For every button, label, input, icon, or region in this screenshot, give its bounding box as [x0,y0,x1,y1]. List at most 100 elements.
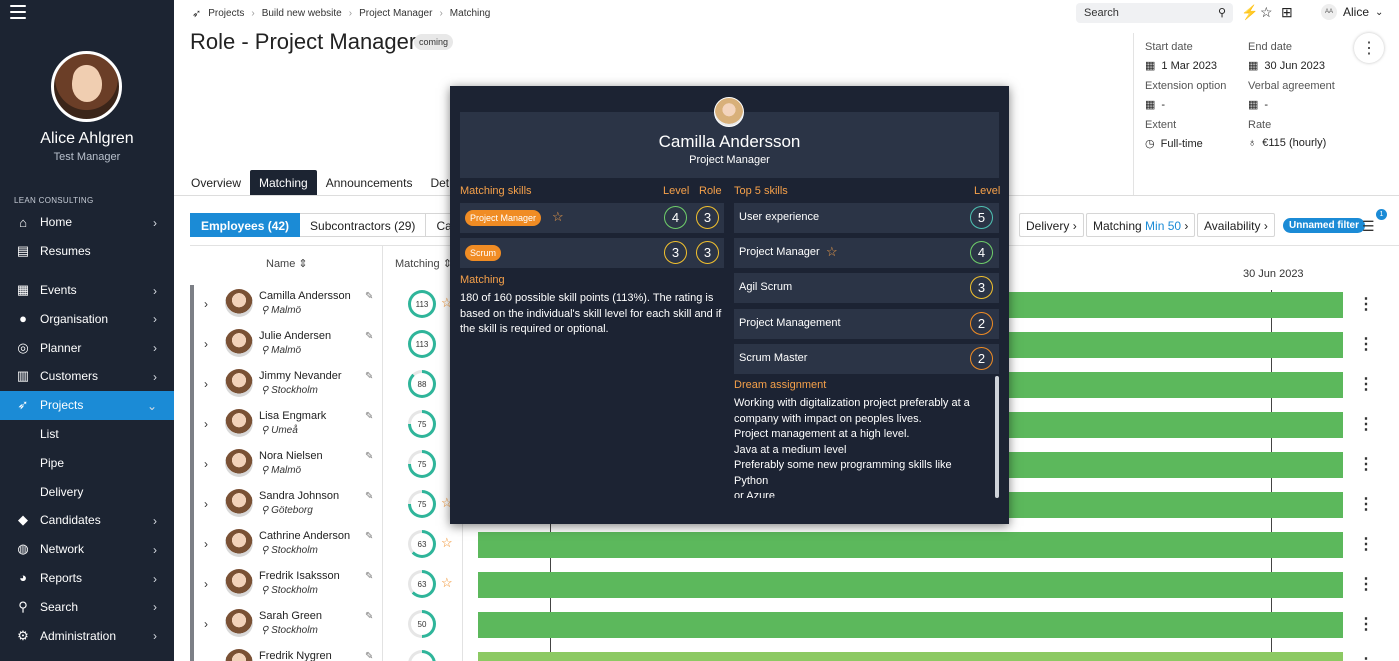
person-name[interactable]: Cathrine Anderson [259,530,351,542]
person-name[interactable]: Nora Nielsen [259,450,323,462]
add-window-icon[interactable]: ⊞ [1281,4,1293,20]
match-score: 88 [411,373,433,395]
tab-announcements[interactable]: Announcements [325,176,413,190]
search-input[interactable]: Search ⚲ [1076,3,1233,23]
table-row[interactable]: › Sarah Green ⚲ Stockholm ✎ 50 ⋮ [194,605,1399,645]
breadcrumb-item[interactable]: Matching [449,8,491,19]
sidebar-subitem-list[interactable]: List [40,426,59,441]
sidebar-item-reports[interactable]: ◕ Reports › [0,564,174,593]
match-score-ring [408,650,436,661]
person-name[interactable]: Jimmy Nevander [259,370,342,382]
sidebar-item-resumes[interactable]: ▤ Resumes [0,237,174,266]
pin-icon[interactable]: ✎ [365,651,374,661]
chevron-right-icon: › [153,216,157,230]
star-icon[interactable]: ☆ [441,495,453,510]
top-skill-level: 2 [970,346,993,370]
breadcrumb-item[interactable]: Build new website [261,8,342,19]
person-name[interactable]: Fredrik Nygren [259,650,332,661]
chevron-right-icon: › [1072,219,1077,233]
status-badge: coming [414,34,454,50]
person-name[interactable]: Sarah Green [259,610,322,622]
sidebar-item-projects[interactable]: ➶ Projects ⌄ [0,390,174,420]
expand-chevron-icon[interactable]: › [204,577,208,591]
person-location: ⚲ Stockholm [261,625,318,636]
star-icon[interactable]: ☆ [441,575,453,590]
tab-matching[interactable]: Matching [250,170,317,195]
subtab-employees[interactable]: Employees (42) [190,213,301,237]
row-more-icon[interactable]: ⋮ [1358,616,1374,633]
filter-delivery[interactable]: Delivery › [1019,213,1084,237]
sidebar-item-events[interactable]: ▦ Events › [0,276,174,305]
sidebar-item-customers[interactable]: ▥ Customers › [0,362,174,391]
expand-chevron-icon[interactable]: › [204,657,208,661]
sidebar-item-network[interactable]: ◍ Network › [0,535,174,564]
pin-icon[interactable]: ✎ [365,291,374,302]
unnamed-filter-badge[interactable]: Unnamed filter [1283,218,1366,233]
sidebar-item-candidates[interactable]: ◆ Candidates › [0,506,174,535]
pin-icon[interactable]: ✎ [365,371,374,382]
more-options-button[interactable]: ⋮ [1354,33,1384,63]
row-more-icon[interactable]: ⋮ [1358,376,1374,393]
sidebar-subitem-pipe[interactable]: Pipe [40,455,65,470]
row-more-icon[interactable]: ⋮ [1358,536,1374,553]
star-icon[interactable]: ☆ [1260,4,1273,20]
sidebar-item-organisation[interactable]: ● Organisation › [0,304,174,333]
pin-icon[interactable]: ✎ [365,531,374,542]
sidebar-item-home[interactable]: ⌂ Home › [0,208,174,237]
expand-chevron-icon[interactable]: › [204,497,208,511]
lightning-icon[interactable]: ⚡ [1241,4,1259,20]
person-name[interactable]: Lisa Engmark [259,410,327,422]
filter-matching[interactable]: Matching Min 50 › [1086,213,1196,237]
sidebar-item-planner[interactable]: ◎ Planner › [0,333,174,362]
column-header-name[interactable]: Name ⇕ [266,257,308,270]
tab-overview[interactable]: Overview [191,176,242,190]
row-more-icon[interactable]: ⋮ [1358,416,1374,433]
subtab-subcontractors[interactable]: Subcontractors (29) [300,213,427,237]
row-more-icon[interactable]: ⋮ [1358,296,1374,313]
filter-availability[interactable]: Availability › [1197,213,1275,237]
pin-icon[interactable]: ✎ [365,571,374,582]
row-more-icon[interactable]: ⋮ [1358,496,1374,513]
row-more-icon[interactable]: ⋮ [1358,336,1374,353]
expand-chevron-icon[interactable]: › [204,617,208,631]
scrollbar[interactable] [995,376,999,498]
expand-chevron-icon[interactable]: › [204,457,208,471]
search-icon[interactable]: ⚲ [1217,7,1226,19]
sidebar-nav: ⌂ Home › ▤ Resumes ▦ Events › ● Organisation › ◎ Pla… [0,208,174,650]
table-row[interactable]: › Fredrik Nygren ✎ ⋮ [194,645,1399,661]
expand-chevron-icon[interactable]: › [204,377,208,391]
star-icon[interactable]: ☆ [441,295,453,310]
table-row[interactable]: › Cathrine Anderson ⚲ Stockholm ✎ 63 ☆ ⋮ [194,525,1399,565]
row-more-icon[interactable]: ⋮ [1358,654,1374,661]
pin-icon[interactable]: ✎ [365,451,374,462]
pin-icon[interactable]: ✎ [365,611,374,622]
filter-icon[interactable]: ☰ [1362,218,1375,234]
person-name[interactable]: Camilla Andersson [259,290,351,302]
column-header-matching[interactable]: Matching ⇕ [395,257,452,270]
row-more-icon[interactable]: ⋮ [1358,456,1374,473]
person-name[interactable]: Julie Andersen [259,330,332,342]
pin-icon[interactable]: ✎ [365,411,374,422]
table-row[interactable]: › Fredrik Isaksson ⚲ Stockholm ✎ 63 ☆ ⋮ [194,565,1399,605]
person-name[interactable]: Fredrik Isaksson [259,570,340,582]
top-skill-name: Agil Scrum [739,281,793,294]
pin-icon[interactable]: ✎ [365,331,374,342]
pin-icon[interactable]: ✎ [365,491,374,502]
expand-chevron-icon[interactable]: › [204,337,208,351]
tab-details[interactable]: Det [430,176,450,190]
expand-chevron-icon[interactable]: › [204,297,208,311]
sidebar-subitem-delivery[interactable]: Delivery [40,484,84,499]
user-menu[interactable]: AA Alice ⌄ [1321,4,1383,20]
expand-chevron-icon[interactable]: › [204,537,208,551]
sidebar-item-administration[interactable]: ⚙ Administration › [0,621,174,650]
sidebar-item-search[interactable]: ⚲ Search › [0,592,174,621]
breadcrumb-item[interactable]: Projects [208,8,245,19]
expand-chevron-icon[interactable]: › [204,417,208,431]
hamburger-menu-icon[interactable] [10,5,26,19]
person-location: ⚲ Stockholm [261,545,318,556]
star-icon[interactable]: ☆ [441,535,453,550]
person-name[interactable]: Sandra Johnson [259,490,340,502]
breadcrumb-item[interactable]: Project Manager [359,8,433,19]
avatar[interactable] [51,51,122,122]
row-more-icon[interactable]: ⋮ [1358,576,1374,593]
